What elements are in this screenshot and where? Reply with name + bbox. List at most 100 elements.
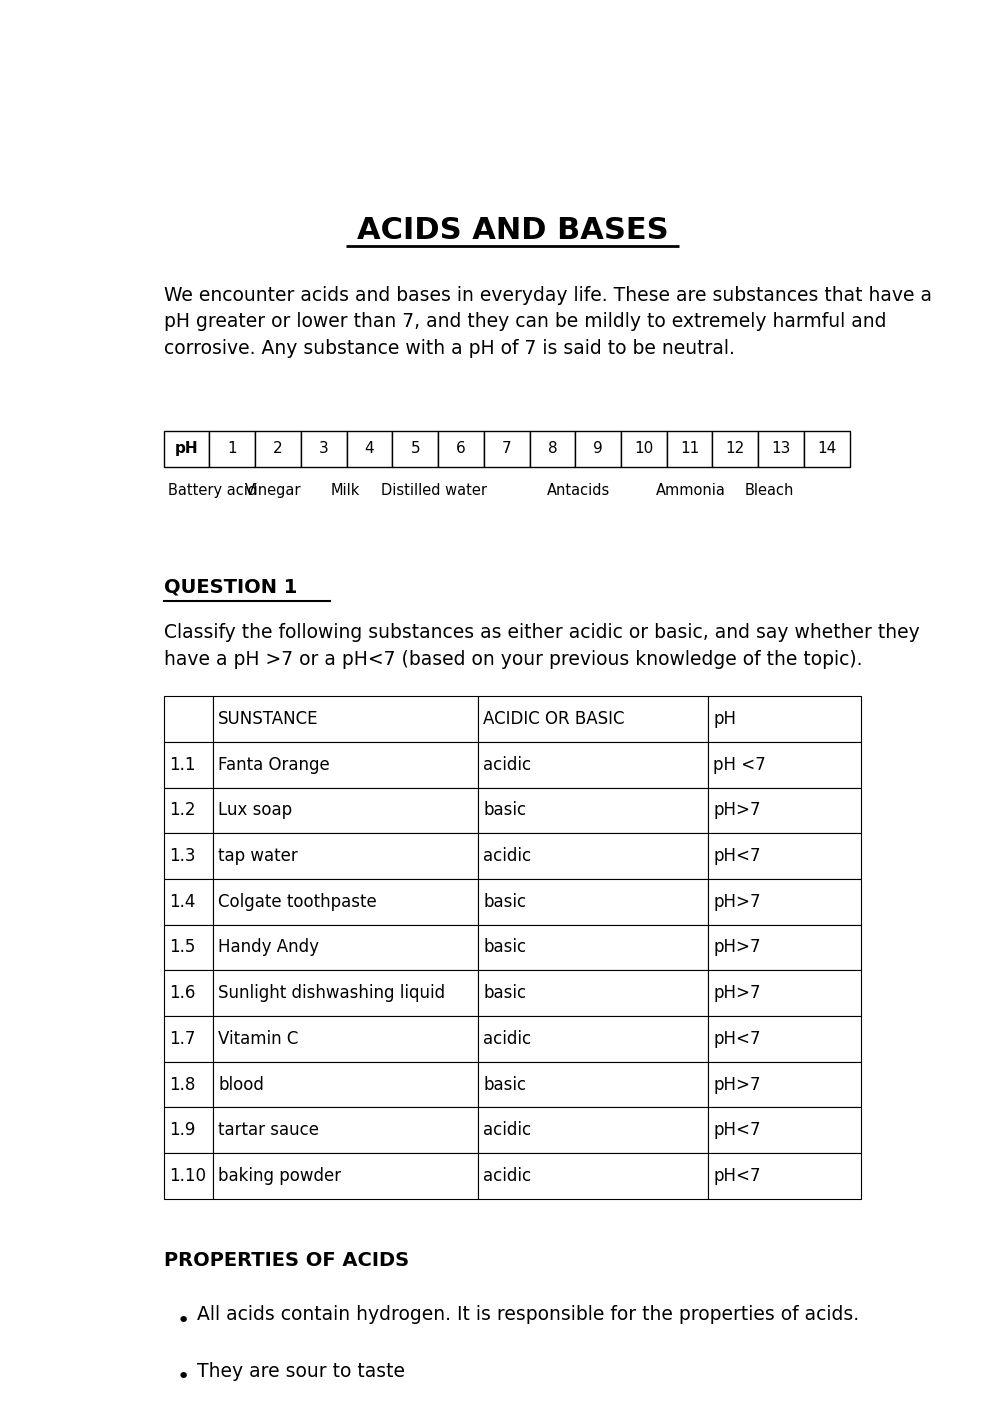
Text: pH<7: pH<7 xyxy=(713,1030,761,1048)
Text: Antacids: Antacids xyxy=(547,483,611,497)
Text: acidic: acidic xyxy=(483,1167,531,1186)
Text: acidic: acidic xyxy=(483,848,531,865)
Text: Vinegar: Vinegar xyxy=(245,483,302,497)
FancyBboxPatch shape xyxy=(164,924,213,971)
FancyBboxPatch shape xyxy=(478,834,708,879)
FancyBboxPatch shape xyxy=(438,431,484,466)
FancyBboxPatch shape xyxy=(478,697,708,742)
FancyBboxPatch shape xyxy=(213,1061,478,1108)
Text: 1.2: 1.2 xyxy=(169,801,196,820)
Text: pH<7: pH<7 xyxy=(713,1167,761,1186)
FancyBboxPatch shape xyxy=(621,431,667,466)
FancyBboxPatch shape xyxy=(708,787,861,834)
Text: PROPERTIES OF ACIDS: PROPERTIES OF ACIDS xyxy=(164,1251,409,1270)
Text: Handy Andy: Handy Andy xyxy=(218,938,319,957)
FancyBboxPatch shape xyxy=(708,1153,861,1198)
Text: pH>7: pH>7 xyxy=(713,893,761,911)
Text: basic: basic xyxy=(483,985,526,1002)
FancyBboxPatch shape xyxy=(213,1016,478,1061)
Text: We encounter acids and bases in everyday life. These are substances that have a
: We encounter acids and bases in everyday… xyxy=(164,285,932,357)
Text: 13: 13 xyxy=(771,441,791,456)
Text: 1.8: 1.8 xyxy=(169,1075,196,1094)
FancyBboxPatch shape xyxy=(213,742,478,787)
Text: •: • xyxy=(176,1311,190,1331)
Text: 11: 11 xyxy=(680,441,699,456)
FancyBboxPatch shape xyxy=(478,1016,708,1061)
FancyBboxPatch shape xyxy=(667,431,712,466)
FancyBboxPatch shape xyxy=(164,742,213,787)
FancyBboxPatch shape xyxy=(164,879,213,924)
FancyBboxPatch shape xyxy=(708,924,861,971)
Text: 12: 12 xyxy=(726,441,745,456)
Text: 14: 14 xyxy=(817,441,836,456)
FancyBboxPatch shape xyxy=(478,1108,708,1153)
Text: pH<7: pH<7 xyxy=(713,848,761,865)
Text: Vitamin C: Vitamin C xyxy=(218,1030,298,1048)
Text: 1.4: 1.4 xyxy=(169,893,196,911)
Text: acidic: acidic xyxy=(483,756,531,774)
Text: 1.7: 1.7 xyxy=(169,1030,196,1048)
Text: Battery acid: Battery acid xyxy=(168,483,257,497)
FancyBboxPatch shape xyxy=(478,971,708,1016)
Text: 1.6: 1.6 xyxy=(169,985,196,1002)
Text: pH>7: pH>7 xyxy=(713,985,761,1002)
FancyBboxPatch shape xyxy=(708,1108,861,1153)
FancyBboxPatch shape xyxy=(484,431,530,466)
FancyBboxPatch shape xyxy=(708,1061,861,1108)
Text: SUNSTANCE: SUNSTANCE xyxy=(218,709,318,728)
FancyBboxPatch shape xyxy=(708,1016,861,1061)
FancyBboxPatch shape xyxy=(478,787,708,834)
FancyBboxPatch shape xyxy=(213,834,478,879)
Text: 10: 10 xyxy=(634,441,653,456)
Text: 5: 5 xyxy=(410,441,420,456)
Text: Sunlight dishwashing liquid: Sunlight dishwashing liquid xyxy=(218,985,445,1002)
Text: acidic: acidic xyxy=(483,1122,531,1139)
Text: •: • xyxy=(176,1368,190,1388)
FancyBboxPatch shape xyxy=(530,431,575,466)
Text: tap water: tap water xyxy=(218,848,298,865)
FancyBboxPatch shape xyxy=(347,431,392,466)
Text: 6: 6 xyxy=(456,441,466,456)
FancyBboxPatch shape xyxy=(164,971,213,1016)
FancyBboxPatch shape xyxy=(213,787,478,834)
FancyBboxPatch shape xyxy=(209,431,255,466)
Text: ACIDS AND BASES: ACIDS AND BASES xyxy=(357,216,668,246)
Text: tartar sauce: tartar sauce xyxy=(218,1122,319,1139)
Text: 1: 1 xyxy=(228,441,237,456)
Text: 1.10: 1.10 xyxy=(169,1167,206,1186)
Text: Lux soap: Lux soap xyxy=(218,801,292,820)
FancyBboxPatch shape xyxy=(164,834,213,879)
Text: basic: basic xyxy=(483,938,526,957)
FancyBboxPatch shape xyxy=(213,879,478,924)
FancyBboxPatch shape xyxy=(758,431,804,466)
Text: 1.1: 1.1 xyxy=(169,756,196,774)
FancyBboxPatch shape xyxy=(478,1153,708,1198)
FancyBboxPatch shape xyxy=(164,787,213,834)
Text: Ammonia: Ammonia xyxy=(656,483,726,497)
Text: 4: 4 xyxy=(365,441,374,456)
FancyBboxPatch shape xyxy=(712,431,758,466)
Text: Milk: Milk xyxy=(330,483,360,497)
Text: Bleach: Bleach xyxy=(745,483,794,497)
Text: pH>7: pH>7 xyxy=(713,801,761,820)
Text: They are sour to taste: They are sour to taste xyxy=(197,1362,405,1381)
Text: pH<7: pH<7 xyxy=(713,1122,761,1139)
Text: 8: 8 xyxy=(548,441,557,456)
Text: pH <7: pH <7 xyxy=(713,756,766,774)
FancyBboxPatch shape xyxy=(164,431,209,466)
FancyBboxPatch shape xyxy=(213,971,478,1016)
FancyBboxPatch shape xyxy=(478,879,708,924)
FancyBboxPatch shape xyxy=(575,431,621,466)
Text: 1.3: 1.3 xyxy=(169,848,196,865)
Text: baking powder: baking powder xyxy=(218,1167,341,1186)
FancyBboxPatch shape xyxy=(708,879,861,924)
FancyBboxPatch shape xyxy=(478,1061,708,1108)
FancyBboxPatch shape xyxy=(708,834,861,879)
FancyBboxPatch shape xyxy=(255,431,301,466)
FancyBboxPatch shape xyxy=(164,1153,213,1198)
FancyBboxPatch shape xyxy=(213,1108,478,1153)
Text: ACIDIC OR BASIC: ACIDIC OR BASIC xyxy=(483,709,625,728)
FancyBboxPatch shape xyxy=(164,697,213,742)
Text: basic: basic xyxy=(483,1075,526,1094)
Text: Classify the following substances as either acidic or basic, and say whether the: Classify the following substances as eit… xyxy=(164,623,920,668)
